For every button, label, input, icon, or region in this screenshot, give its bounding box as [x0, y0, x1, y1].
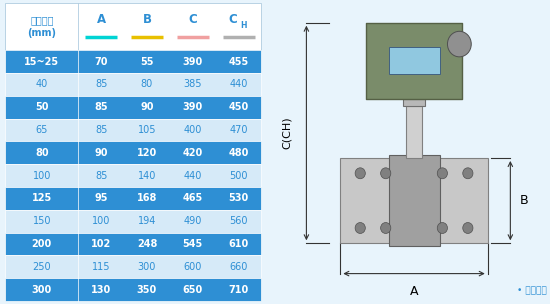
Text: 85: 85	[95, 79, 107, 89]
Text: 仪表口径
(mm): 仪表口径 (mm)	[28, 16, 56, 38]
Text: 194: 194	[138, 216, 156, 226]
Text: C: C	[189, 13, 197, 26]
Text: 610: 610	[228, 239, 249, 249]
Text: 350: 350	[137, 285, 157, 295]
Circle shape	[448, 31, 471, 57]
Bar	[6, 50, 261, 73]
Text: A: A	[97, 13, 106, 26]
Text: 710: 710	[228, 285, 249, 295]
Text: C: C	[228, 13, 237, 26]
Text: 50: 50	[35, 102, 48, 112]
Text: C(CH): C(CH)	[282, 117, 292, 149]
Text: H: H	[240, 20, 246, 29]
Text: 560: 560	[229, 216, 248, 226]
Text: 530: 530	[228, 193, 249, 203]
Bar	[6, 233, 261, 255]
Bar	[6, 119, 261, 141]
Text: 150: 150	[32, 216, 51, 226]
Text: 420: 420	[183, 148, 203, 158]
Bar	[6, 73, 261, 96]
Text: 500: 500	[229, 171, 248, 181]
Text: 168: 168	[137, 193, 157, 203]
Text: B: B	[520, 194, 529, 207]
Text: 80: 80	[35, 148, 48, 158]
Text: 120: 120	[137, 148, 157, 158]
Bar	[6, 210, 261, 233]
Bar	[388, 47, 439, 74]
Text: 390: 390	[183, 57, 203, 67]
Text: 248: 248	[137, 239, 157, 249]
Text: 300: 300	[138, 262, 156, 272]
Text: 80: 80	[141, 79, 153, 89]
Text: 250: 250	[32, 262, 51, 272]
Text: 450: 450	[228, 102, 249, 112]
Circle shape	[437, 168, 448, 179]
Text: 100: 100	[92, 216, 111, 226]
Text: 200: 200	[32, 239, 52, 249]
Text: 90: 90	[95, 148, 108, 158]
Text: 545: 545	[183, 239, 203, 249]
Circle shape	[463, 168, 473, 179]
Text: 85: 85	[95, 102, 108, 112]
Text: 470: 470	[229, 125, 248, 135]
Text: 102: 102	[91, 239, 111, 249]
Bar	[366, 23, 462, 99]
Text: 385: 385	[184, 79, 202, 89]
Bar	[403, 99, 425, 106]
Text: 90: 90	[140, 102, 154, 112]
Text: 105: 105	[138, 125, 156, 135]
Text: 465: 465	[183, 193, 203, 203]
Circle shape	[381, 168, 391, 179]
Bar	[6, 255, 261, 278]
Bar	[406, 106, 422, 158]
Text: 440: 440	[184, 171, 202, 181]
Circle shape	[355, 223, 365, 233]
Text: A: A	[410, 285, 419, 298]
Text: B: B	[142, 13, 151, 26]
Bar	[6, 187, 261, 210]
Text: 480: 480	[228, 148, 249, 158]
Text: 40: 40	[36, 79, 48, 89]
Text: 490: 490	[184, 216, 202, 226]
Text: • 常规仪表: • 常规仪表	[518, 286, 547, 295]
Text: 125: 125	[32, 193, 52, 203]
Text: 300: 300	[32, 285, 52, 295]
Text: 140: 140	[138, 171, 156, 181]
Text: 100: 100	[32, 171, 51, 181]
Text: 115: 115	[92, 262, 111, 272]
Bar	[6, 164, 261, 187]
Text: 390: 390	[183, 102, 203, 112]
Text: 70: 70	[95, 57, 108, 67]
Bar	[6, 3, 261, 50]
Text: 95: 95	[95, 193, 108, 203]
Bar	[6, 96, 261, 119]
Text: 85: 85	[95, 125, 107, 135]
Text: 650: 650	[183, 285, 203, 295]
Bar	[388, 155, 439, 246]
Text: 660: 660	[229, 262, 248, 272]
Circle shape	[355, 168, 365, 179]
Circle shape	[437, 223, 448, 233]
Circle shape	[463, 223, 473, 233]
Text: 65: 65	[36, 125, 48, 135]
Circle shape	[381, 223, 391, 233]
Text: 600: 600	[184, 262, 202, 272]
Bar	[6, 278, 261, 301]
Text: 455: 455	[228, 57, 249, 67]
Text: 130: 130	[91, 285, 111, 295]
Bar	[340, 158, 488, 243]
Text: 55: 55	[140, 57, 154, 67]
Bar	[6, 141, 261, 164]
Text: 400: 400	[184, 125, 202, 135]
Text: 85: 85	[95, 171, 107, 181]
Text: 440: 440	[229, 79, 248, 89]
Text: 15~25: 15~25	[24, 57, 59, 67]
